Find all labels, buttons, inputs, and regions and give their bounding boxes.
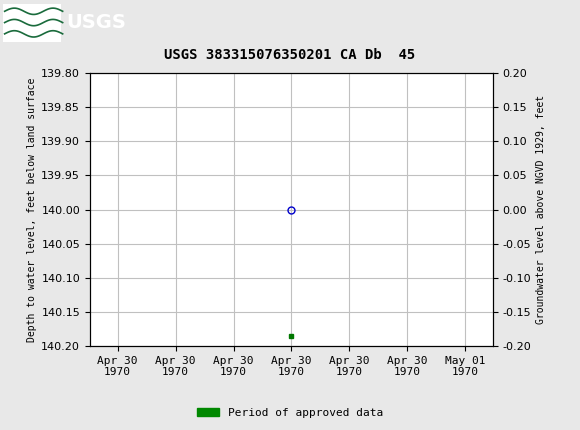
Text: USGS: USGS — [67, 13, 126, 32]
Y-axis label: Depth to water level, feet below land surface: Depth to water level, feet below land su… — [27, 77, 37, 342]
Text: USGS 383315076350201 CA Db  45: USGS 383315076350201 CA Db 45 — [164, 48, 416, 62]
Legend: Period of approved data: Period of approved data — [193, 403, 387, 422]
Y-axis label: Groundwater level above NGVD 1929, feet: Groundwater level above NGVD 1929, feet — [536, 95, 546, 324]
